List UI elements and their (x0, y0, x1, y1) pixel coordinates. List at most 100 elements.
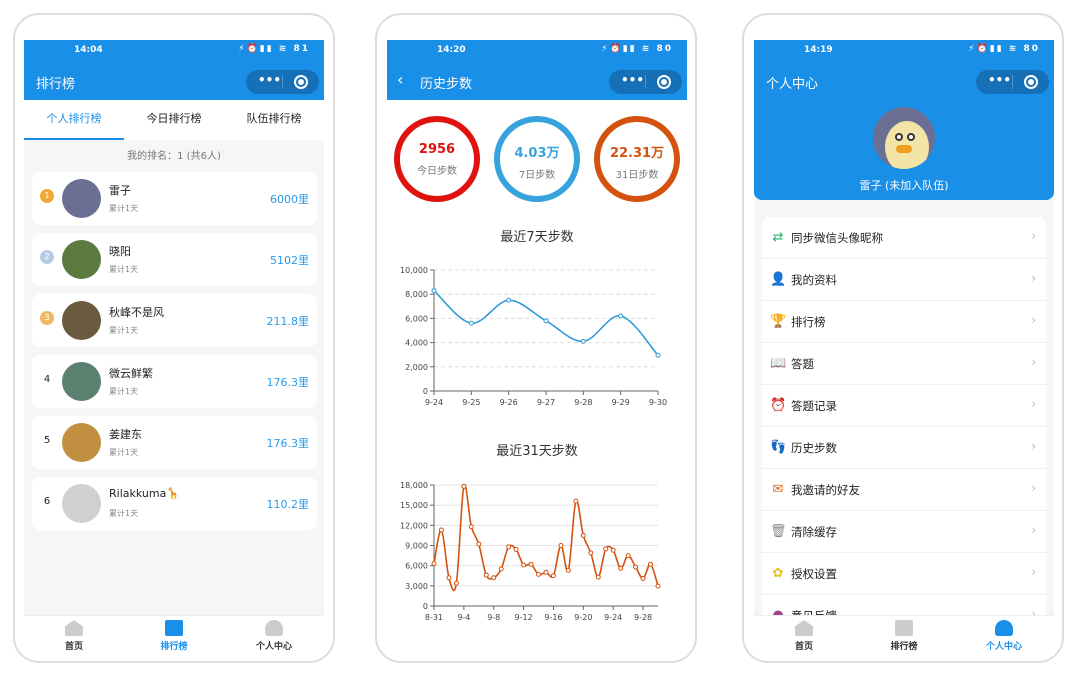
table-row[interactable]: 3 秋峰不是风 累计1天 211.8里 (32, 294, 317, 347)
status-icons: ⚡⏰▮▮ ≋ 80 (601, 44, 673, 54)
data-point (528, 561, 534, 567)
profile-menu: ⇄ 同步微信头像昵称 › 👤 我的资料 › 🏆 排行榜 › 📖 答题 › ⏰ 答题记录 › 👣 历史步数 › ✉ 我邀… (762, 217, 1046, 637)
data-point (536, 571, 542, 577)
distance: 176.3里 (266, 437, 310, 450)
x-tick-label: 9-28 (634, 613, 652, 622)
history-screen: 14:20 ⚡⏰▮▮ ≋ 80 ‹ 历史步数 ••• 2956 今日步数 4.03万… (387, 40, 687, 656)
more-icon[interactable]: ••• (988, 73, 1012, 87)
data-point (543, 569, 549, 575)
data-point (491, 575, 497, 581)
menu-item[interactable]: 👤 我的资料 › (762, 259, 1046, 301)
tab-team[interactable]: 队伍排行榜 (246, 112, 302, 125)
status-bar: 14:19 ⚡⏰▮▮ ≋ 80 (754, 40, 1054, 62)
x-tick-label: 9-24 (425, 398, 443, 407)
rank-number: 4 (43, 374, 51, 385)
miniapp-capsule[interactable]: ••• (609, 70, 682, 94)
tab-today[interactable]: 今日排行榜 (146, 112, 202, 125)
menu-item[interactable]: ✿ 授权设置 › (762, 553, 1046, 595)
table-row[interactable]: 5 姜建东 累计1天 176.3里 (32, 416, 317, 469)
tabbar-label: 排行榜 (890, 642, 918, 652)
tabbar-profile[interactable]: 个人中心 (224, 616, 324, 656)
tabbar-ranking[interactable]: 排行榜 (124, 616, 224, 656)
data-point (580, 532, 586, 538)
data-point (655, 352, 661, 358)
close-miniapp-icon[interactable] (294, 75, 308, 89)
x-tick-label: 9-16 (544, 613, 562, 622)
tabbar-label: 排行榜 (160, 642, 188, 652)
page-title: 个人中心 (766, 77, 819, 92)
avatar[interactable] (873, 107, 935, 169)
data-point (618, 313, 624, 319)
tabbar-home[interactable]: 首页 (24, 616, 124, 656)
tabbar-label: 首页 (64, 642, 83, 652)
phone-profile: 14:19 ⚡⏰▮▮ ≋ 80 个人中心 ••• 雷子 (未加入队伍) ⇄ 同步微信… (742, 13, 1064, 663)
bar-chart-icon (895, 620, 913, 636)
data-point (498, 566, 504, 572)
menu-item[interactable]: 🏆 排行榜 › (762, 301, 1046, 343)
table-row[interactable]: 6 Rilakkuma🦒 累计1天 110.2里 (32, 477, 317, 530)
menu-item[interactable]: 📖 答题 › (762, 343, 1046, 385)
menu-label: 清除缓存 (791, 525, 837, 539)
distance: 6000里 (270, 193, 309, 206)
menu-item[interactable]: ⏰ 答题记录 › (762, 385, 1046, 427)
data-point (461, 483, 467, 489)
y-tick-label: 2,000 (405, 363, 428, 372)
stat-label: 7日步数 (518, 170, 556, 181)
flower-settings-icon: ✿ (772, 566, 784, 581)
data-point (610, 547, 616, 553)
home-icon (795, 620, 813, 636)
y-tick-label: 18,000 (400, 481, 428, 490)
tabbar-label: 个人中心 (255, 642, 292, 652)
y-tick-label: 4,000 (405, 339, 428, 348)
table-row[interactable]: 4 微云鲜繁 累计1天 176.3里 (32, 355, 317, 408)
x-tick-label: 9-8 (487, 613, 500, 622)
data-point (543, 318, 549, 324)
rank-number: 6 (43, 496, 51, 507)
chevron-right-icon: › (1031, 481, 1036, 495)
rank-number: 5 (43, 435, 51, 446)
chevron-right-icon: › (1031, 397, 1036, 411)
more-icon[interactable]: ••• (258, 73, 282, 87)
medal-icon: 1 (40, 189, 54, 203)
x-tick-label: 8-31 (425, 613, 443, 622)
avatar (62, 484, 101, 523)
ranking-screen: 14:04 ⚡⏰▮▮ ≋ 81 排行榜 ••• 个人排行榜 今日排行榜 队伍排行榜… (24, 40, 324, 656)
stat-label: 31日步数 (615, 170, 659, 181)
y-tick-label: 8,000 (405, 290, 428, 299)
menu-label: 授权设置 (791, 567, 837, 581)
days-count: 累计1天 (109, 326, 139, 335)
data-point (640, 575, 646, 581)
data-point (573, 498, 579, 504)
menu-item[interactable]: 🗑 清除缓存 › (762, 511, 1046, 553)
table-row[interactable]: 2 晓阳 累计1天 5102里 (32, 233, 317, 286)
data-point (468, 320, 474, 326)
medal-icon: 3 (40, 311, 54, 325)
home-icon (65, 620, 83, 636)
x-tick-label: 9-24 (604, 613, 622, 622)
menu-item[interactable]: ✉ 我邀请的好友 › (762, 469, 1046, 511)
menu-item[interactable]: 👣 历史步数 › (762, 427, 1046, 469)
table-row[interactable]: 1 雷子 累计1天 6000里 (32, 172, 317, 225)
miniapp-capsule[interactable]: ••• (976, 70, 1049, 94)
book-icon: 📖 (770, 356, 787, 371)
days-count: 累计1天 (109, 509, 139, 518)
tabbar-ranking[interactable]: 排行榜 (854, 616, 954, 656)
avatar (62, 301, 101, 340)
x-tick-label: 9-30 (649, 398, 667, 407)
y-tick-label: 3,000 (405, 582, 428, 591)
tabbar-home[interactable]: 首页 (754, 616, 854, 656)
tabbar-profile[interactable]: 个人中心 (954, 616, 1054, 656)
more-icon[interactable]: ••• (621, 73, 645, 87)
profile-name: 雷子 (未加入队伍) (859, 179, 949, 192)
miniapp-capsule[interactable]: ••• (246, 70, 319, 94)
chevron-right-icon: › (1031, 565, 1036, 579)
data-point (476, 541, 482, 547)
user-icon (265, 620, 283, 636)
data-point (588, 550, 594, 556)
back-icon[interactable]: ‹ (397, 70, 404, 89)
data-point (648, 561, 654, 567)
tab-personal[interactable]: 个人排行榜 (24, 100, 124, 140)
close-miniapp-icon[interactable] (657, 75, 671, 89)
menu-item[interactable]: ⇄ 同步微信头像昵称 › (762, 217, 1046, 259)
close-miniapp-icon[interactable] (1024, 75, 1038, 89)
